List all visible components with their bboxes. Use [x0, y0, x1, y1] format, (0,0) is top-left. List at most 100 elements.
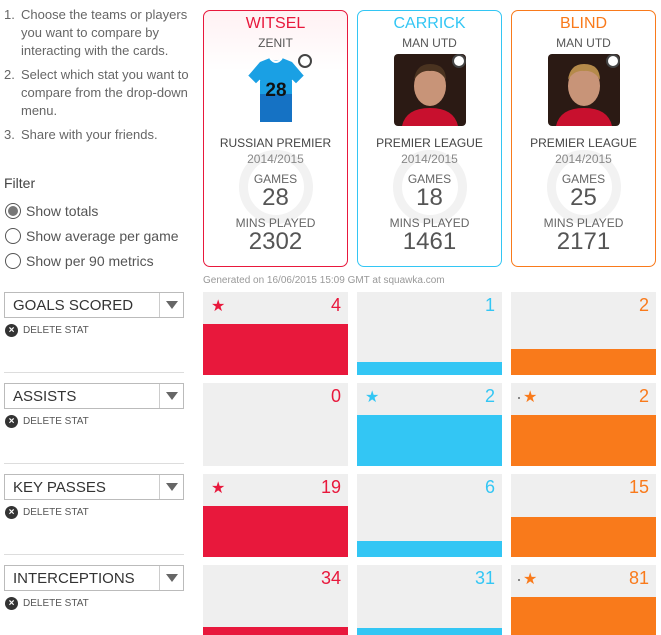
bar-fill — [357, 415, 502, 466]
stat-selector: ASSISTS × DELETE STAT — [4, 383, 184, 428]
card-ring — [547, 150, 621, 224]
delete-stat-label: DELETE STAT — [23, 416, 89, 427]
delete-stat-button[interactable]: × DELETE STAT — [5, 597, 184, 610]
player-photo[interactable] — [547, 54, 620, 126]
bar-fill — [203, 324, 348, 375]
radio-button[interactable] — [5, 253, 21, 269]
stat-value: 81 — [628, 568, 649, 588]
stat-bar-carrick: 31 — [357, 565, 502, 635]
games-label: GAMES — [253, 172, 298, 186]
club-name: ZENIT — [258, 36, 293, 50]
mins-value: 2171 — [556, 228, 611, 255]
stat-bar-carrick: 1 — [357, 292, 502, 375]
stat-value: 31 — [474, 568, 495, 588]
close-icon: × — [5, 415, 18, 428]
dot-marker — [518, 579, 520, 581]
filter-option-label: Show totals — [26, 203, 99, 219]
chevron-down-icon[interactable] — [159, 293, 183, 317]
games-value: 28 — [262, 184, 289, 211]
delete-stat-button[interactable]: × DELETE STAT — [5, 506, 184, 519]
chevron-down-icon[interactable] — [159, 384, 183, 408]
bar-fill — [357, 362, 502, 375]
star-icon: ★ — [523, 571, 538, 588]
season: 2014/2015 — [555, 152, 612, 166]
stat-value: 15 — [628, 477, 649, 497]
stat-value: 6 — [484, 477, 495, 497]
dot-marker — [518, 397, 520, 399]
player-name: BLIND — [559, 15, 608, 32]
stat-bar-carrick: 6 — [357, 474, 502, 557]
delete-stat-label: DELETE STAT — [23, 325, 89, 336]
stat-value: 0 — [330, 386, 341, 406]
stat-value: 2 — [638, 295, 649, 315]
mins-label: MINS PLAYED — [235, 216, 316, 230]
league-name: PREMIER LEAGUE — [530, 136, 637, 150]
chevron-down-icon[interactable] — [159, 566, 183, 590]
stat-dropdown-label: GOALS SCORED — [13, 296, 134, 314]
delete-stat-button[interactable]: × DELETE STAT — [5, 324, 184, 337]
bar-fill — [511, 517, 656, 557]
delete-stat-button[interactable]: × DELETE STAT — [5, 415, 184, 428]
card-content: CARRICK MAN UTD PREMIER LEAGUE 2014/2015 GA… — [358, 15, 501, 254]
stat-dropdown[interactable]: INTERCEPTIONS — [4, 565, 184, 591]
step-text: Select which stat you want to compare fr… — [21, 67, 189, 118]
stat-value: 2 — [638, 386, 649, 406]
player-card-carrick[interactable]: CARRICK MAN UTD PREMIER LEAGUE 2014/2015 GA… — [357, 10, 502, 267]
delete-stat-label: DELETE STAT — [23, 507, 89, 518]
close-icon: × — [5, 506, 18, 519]
filter-option-3[interactable]: Show per 90 metrics — [5, 253, 154, 269]
step-text: Choose the teams or players you want to … — [21, 7, 188, 58]
stat-value: 2 — [484, 386, 495, 406]
jersey-icon[interactable]: 28 — [240, 54, 312, 126]
bar-fill — [511, 597, 656, 635]
bar-fill — [203, 627, 348, 635]
card-content: BLIND MAN UTD PREMIER LEAGUE 2014/2015 GAME… — [512, 15, 655, 254]
instruction-step: 2. Select which stat you want to compare … — [4, 66, 196, 120]
star-icon: ★ — [365, 389, 380, 406]
bar-fill — [357, 628, 502, 635]
star-icon: ★ — [211, 480, 226, 497]
stat-bar-witsel: 34 — [203, 565, 348, 635]
radio-button[interactable] — [5, 203, 21, 219]
stat-dropdown[interactable]: KEY PASSES — [4, 474, 184, 500]
jersey-number: 28 — [265, 80, 286, 101]
games-value: 18 — [416, 184, 443, 211]
step-number: 2. — [4, 67, 15, 82]
player-card-blind[interactable]: BLIND MAN UTD PREMIER LEAGUE 2014/2015 GAME… — [511, 10, 656, 267]
step-number: 1. — [4, 7, 15, 22]
row-divider — [4, 463, 184, 464]
bar-fill — [511, 349, 656, 375]
filter-option-1[interactable]: Show totals — [5, 203, 98, 219]
season: 2014/2015 — [401, 152, 458, 166]
squawka-logo-icon — [605, 54, 620, 68]
club-name: MAN UTD — [556, 36, 611, 50]
stat-dropdown-label: KEY PASSES — [13, 478, 106, 496]
instruction-step: 1. Choose the teams or players you want t… — [4, 6, 196, 60]
stat-dropdown[interactable]: GOALS SCORED — [4, 292, 184, 318]
games-value: 25 — [570, 184, 597, 211]
stat-dropdown-label: ASSISTS — [13, 387, 77, 405]
player-card-witsel[interactable]: WITSEL ZENIT 28 RUSSIAN PREMIER 2014/2015 G… — [203, 10, 348, 267]
star-icon: ★ — [211, 298, 226, 315]
chevron-down-icon[interactable] — [159, 475, 183, 499]
filter-option-label: Show average per game — [26, 228, 179, 244]
mins-label: MINS PLAYED — [543, 216, 624, 230]
stat-dropdown[interactable]: ASSISTS — [4, 383, 184, 409]
bar-fill — [203, 506, 348, 557]
filter-title: Filter — [4, 175, 36, 191]
close-icon: × — [5, 324, 18, 337]
player-photo[interactable] — [393, 54, 466, 126]
step-number: 3. — [4, 127, 15, 142]
close-icon: × — [5, 597, 18, 610]
card-ring — [239, 150, 313, 224]
stat-value: 4 — [330, 295, 341, 315]
stat-bar-witsel: 0 — [203, 383, 348, 466]
star-icon: ★ — [523, 389, 538, 406]
squawka-logo-icon — [297, 54, 312, 68]
step-text: Share with your friends. — [21, 127, 158, 142]
filter-option-2[interactable]: Show average per game — [5, 228, 179, 244]
row-divider — [4, 554, 184, 555]
stat-bar-blind: 2 ★ — [511, 383, 656, 466]
club-name: MAN UTD — [402, 36, 457, 50]
radio-button[interactable] — [5, 228, 21, 244]
